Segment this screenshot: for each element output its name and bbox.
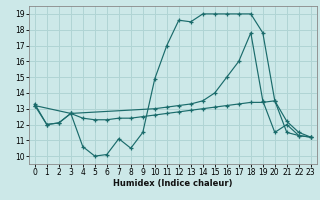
X-axis label: Humidex (Indice chaleur): Humidex (Indice chaleur) (113, 179, 233, 188)
